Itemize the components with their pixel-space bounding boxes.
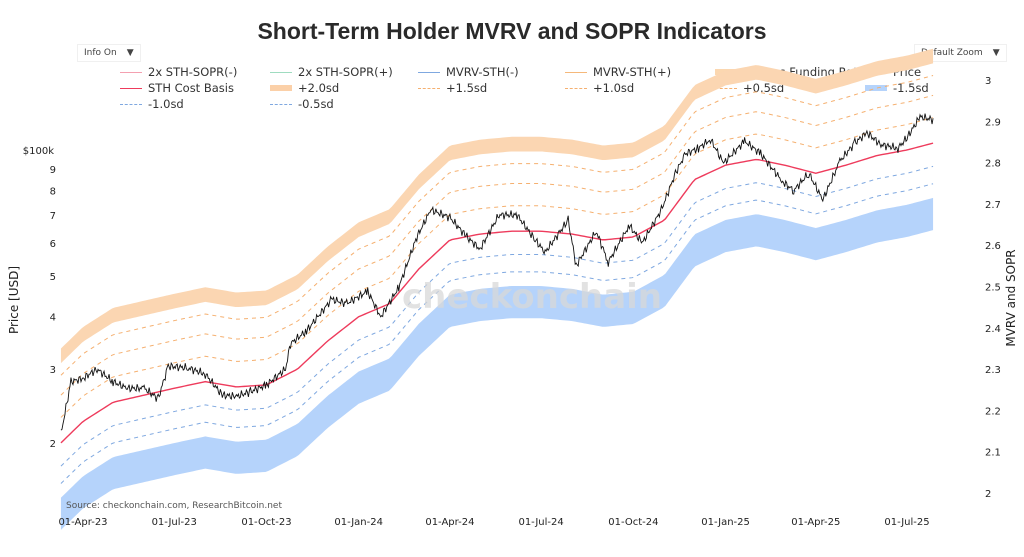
chevron-down-icon: ▼: [126, 48, 134, 58]
legend-label: +1.0sd: [593, 81, 635, 95]
legend-label: MVRV-STH(+): [593, 65, 672, 79]
y2-tick-label: 2.9: [985, 117, 1001, 128]
legend-item[interactable]: MVRV-STH(-): [418, 65, 519, 79]
y-tick-label: 5: [50, 272, 56, 283]
price-line: [60, 113, 934, 431]
y-tick-label: $100k: [23, 146, 54, 157]
chevron-down-icon: ▼: [992, 48, 1000, 58]
band-minus-1-5sd: [60, 197, 934, 530]
y2-tick-label: 2: [985, 489, 991, 500]
x-tick-label: 01-Apr-24: [425, 517, 474, 528]
legend-label: STH Cost Basis: [148, 81, 234, 95]
y2-tick-label: 2.5: [985, 283, 1001, 294]
legend-swatch: [865, 85, 887, 91]
legend-label: +2.0sd: [298, 81, 340, 95]
legend-swatch: [565, 71, 587, 73]
y2-tick-label: 2.1: [985, 448, 1001, 459]
y-tick-label: 4: [50, 313, 56, 324]
x-tick-label: 01-Jan-25: [701, 517, 750, 528]
y2-tick-label: 2.7: [985, 200, 1001, 211]
legend-label: 2x STH-SOPR(-): [148, 65, 238, 79]
line-plus-1sd: [60, 94, 934, 396]
legend-swatch: [418, 71, 440, 73]
y2-axis-label: MVRV and SOPR: [1004, 249, 1018, 346]
legend-item[interactable]: -1.5sd: [865, 81, 929, 95]
legend-label: -0.5sd: [298, 97, 334, 111]
y-tick-label: 3: [50, 365, 56, 376]
legend-swatch: [120, 71, 142, 73]
line-minus-1sd: [60, 183, 934, 484]
y-tick-label: 7: [50, 211, 56, 222]
x-tick-label: 01-Apr-23: [58, 517, 107, 528]
line-plus-0-5sd: [60, 117, 934, 418]
watermark: checkonchain: [402, 277, 662, 317]
y2-tick-label: 2.6: [985, 241, 1001, 252]
legend-swatch: [120, 103, 142, 105]
legend-item[interactable]: +0.5sd: [715, 81, 784, 95]
x-tick-label: 01-Apr-25: [791, 517, 840, 528]
x-tick-label: 01-Jul-24: [518, 517, 563, 528]
legend-label: -1.5sd: [893, 81, 929, 95]
chart-title: Short-Term Holder MVRV and SOPR Indicato…: [257, 18, 767, 44]
zoom-dropdown[interactable]: Default Zoom ▼: [914, 44, 1007, 62]
y2-tick-label: 2.8: [985, 159, 1001, 170]
y-axis-label: Price [USD]: [7, 266, 21, 334]
legend-label: 2x STH-SOPR(+): [298, 65, 393, 79]
legend-item[interactable]: 2x STH-SOPR(+): [270, 65, 393, 79]
legend-item[interactable]: MVRV-STH(+): [565, 65, 671, 79]
y-tick-label: 2: [50, 439, 56, 450]
legend-item[interactable]: -0.5sd: [270, 97, 334, 111]
y-tick-label: 8: [50, 187, 56, 198]
sth-cost-basis-line: [60, 142, 934, 444]
legend-swatch: [418, 87, 440, 89]
y-tick-label: 6: [50, 239, 56, 250]
x-tick-label: 01-Oct-24: [608, 517, 658, 528]
legend-label: MVRV-STH(-): [446, 65, 519, 79]
legend-label: -1.0sd: [148, 97, 184, 111]
info-label: Info On: [84, 48, 117, 58]
legend-swatch: [270, 71, 292, 73]
legend-item[interactable]: -1.0sd: [120, 97, 184, 111]
legend-item[interactable]: 2x STH-SOPR(-): [120, 65, 237, 79]
x-tick-label: 01-Oct-23: [241, 517, 291, 528]
legend-item[interactable]: +2.0sd: [270, 81, 339, 95]
x-tick-label: 01-Jul-25: [884, 517, 929, 528]
y2-tick-label: 3: [985, 76, 991, 87]
y-tick-label: 9: [50, 165, 56, 176]
info-toggle-dropdown[interactable]: Info On ▼: [77, 44, 141, 62]
zoom-label: Default Zoom: [921, 48, 983, 58]
legend-swatch: [270, 85, 292, 91]
legend-item[interactable]: +1.0sd: [565, 81, 634, 95]
legend-label: +0.5sd: [743, 81, 785, 95]
band-plus-2sd: [60, 48, 934, 364]
legend-item[interactable]: STH Cost Basis: [120, 81, 234, 95]
legend-label: +1.5sd: [446, 81, 488, 95]
y2-tick-label: 2.4: [985, 324, 1001, 335]
legend-swatch: [565, 87, 587, 89]
x-tick-label: 01-Jul-23: [152, 517, 197, 528]
legend-swatch: [270, 103, 292, 105]
x-tick-label: 01-Jan-24: [334, 517, 383, 528]
legend-item[interactable]: +1.5sd: [418, 81, 487, 95]
y2-tick-label: 2.3: [985, 365, 1001, 376]
y2-tick-label: 2.2: [985, 406, 1001, 417]
source-note: Source: checkonchain.com, ResearchBitcoi…: [66, 501, 282, 511]
legend-swatch: [120, 87, 142, 89]
legend-swatch: [715, 87, 737, 89]
line-plus-1-5sd: [60, 75, 934, 376]
